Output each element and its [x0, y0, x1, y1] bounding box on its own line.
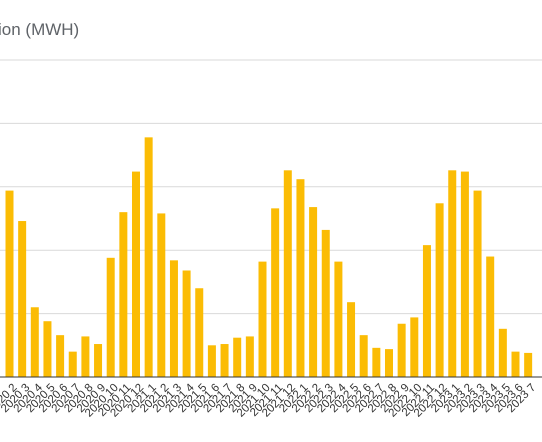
bar-2021-3[interactable] — [169, 260, 178, 377]
bar-2021-6[interactable] — [207, 345, 216, 377]
bar-2021-2[interactable] — [157, 213, 166, 377]
bar-2021-4[interactable] — [182, 270, 191, 377]
bar-2020-11[interactable] — [119, 212, 128, 377]
bars — [5, 137, 533, 377]
bar-2023-4[interactable] — [486, 256, 495, 377]
bar-2022-7[interactable] — [372, 347, 381, 377]
bar-2020-7[interactable] — [68, 351, 77, 377]
bar-2022-1[interactable] — [296, 179, 305, 377]
chart-title: ion (MWH) — [0, 20, 80, 39]
bar-2022-5[interactable] — [347, 302, 356, 377]
bar-2020-3[interactable] — [18, 221, 27, 377]
bar-2020-10[interactable] — [106, 257, 115, 377]
bar-2023-2[interactable] — [460, 171, 469, 377]
bar-2020-2[interactable] — [5, 190, 14, 377]
bar-2020-8[interactable] — [81, 336, 90, 377]
bar-2021-9[interactable] — [245, 336, 254, 377]
bar-2020-9[interactable] — [94, 344, 103, 377]
bar-2020-4[interactable] — [30, 307, 39, 377]
bar-2021-10[interactable] — [258, 261, 267, 377]
bar-2021-7[interactable] — [220, 344, 229, 377]
bar-2022-2[interactable] — [309, 207, 318, 377]
bar-2022-3[interactable] — [321, 229, 330, 377]
bar-2022-12[interactable] — [435, 203, 444, 377]
bar-2021-11[interactable] — [271, 208, 280, 377]
bar-2022-10[interactable] — [410, 317, 419, 377]
bar-2023-1[interactable] — [448, 170, 457, 377]
bar-2022-9[interactable] — [397, 323, 406, 377]
bar-2021-8[interactable] — [233, 337, 242, 377]
bar-2023-6[interactable] — [511, 351, 520, 377]
bar-2020-6[interactable] — [56, 335, 65, 377]
gridlines — [0, 59, 542, 315]
bar-2023-7[interactable] — [524, 352, 533, 377]
bar-2022-4[interactable] — [334, 261, 343, 377]
bar-2021-5[interactable] — [195, 288, 204, 377]
bar-2023-3[interactable] — [473, 190, 482, 377]
bar-2023-5[interactable] — [498, 328, 507, 377]
bar-2020-5[interactable] — [43, 321, 52, 377]
bar-2022-11[interactable] — [422, 245, 431, 377]
bar-2021-1[interactable] — [144, 137, 153, 377]
bar-2022-6[interactable] — [359, 335, 368, 377]
bar-2022-8[interactable] — [385, 349, 393, 377]
bar-2021-12[interactable] — [283, 170, 292, 377]
bar-2020-12[interactable] — [132, 171, 140, 377]
